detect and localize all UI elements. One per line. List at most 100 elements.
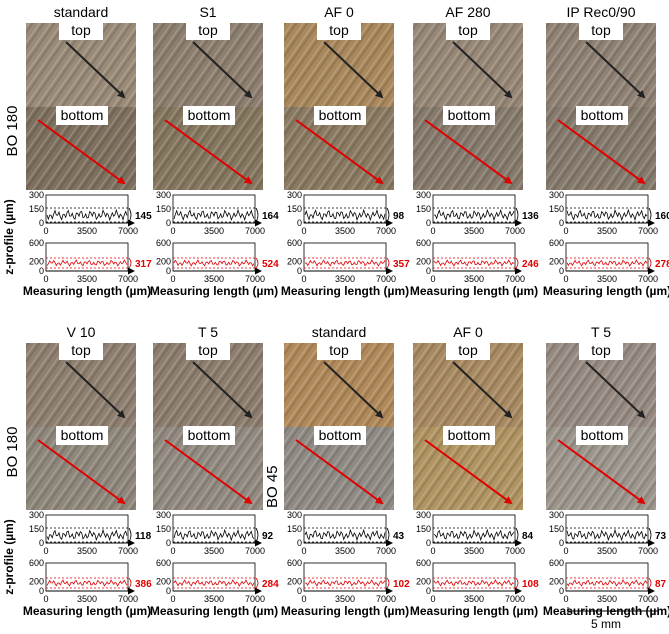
plot-frame [172,242,256,272]
plot-frame [303,194,387,224]
profile-line [566,528,648,542]
top-direction-arrow [323,361,384,419]
x-tick-label: 0 [430,546,435,556]
bottom-roughness-value: 386 [135,579,152,590]
profile-line [173,579,255,587]
top-label: top [329,342,349,358]
bottom-label-box [56,106,108,125]
y-tick-label: 200 [416,577,431,587]
y-tick-label: 600 [287,558,302,568]
bottom-label: bottom [61,427,104,443]
bottom-label: bottom [319,107,362,123]
y-tick-label: 0 [166,586,171,596]
y-tick-label: 300 [549,510,564,520]
x-tick-label: 0 [170,546,175,556]
profile-line [173,208,255,222]
y-tick-label: 150 [29,524,44,534]
y-tick-label: 0 [39,266,44,276]
x-tick-label: 0 [430,274,435,284]
top-direction-arrow [65,41,126,99]
bottom-label: bottom [319,427,362,443]
y-tick-label: 300 [156,510,171,520]
plot-frame [45,242,129,272]
x-tick-label: 3500 [77,274,97,284]
top-roughness-value: 136 [522,211,539,222]
top-label: top [198,22,218,38]
bottom-label-box [56,426,108,445]
panel-title: AF 280 [445,4,490,20]
bottom-roughness-value: 284 [262,579,279,590]
profile-line [46,208,128,222]
bottom-label-box [576,106,628,125]
x-tick-label: 3500 [204,594,224,604]
y-tick-label: 300 [287,190,302,200]
y-tick-label: 600 [156,558,171,568]
x-tick-label: 3500 [464,594,484,604]
y-axis-title-1: z-profile (µm) [2,199,16,275]
y-tick-label: 150 [287,524,302,534]
top-direction-arrow [452,361,513,419]
x-tick-label: 3500 [464,274,484,284]
y-tick-label: 0 [39,538,44,548]
bottom-direction-arrow [424,439,513,505]
scale-bar: 5 mm [567,607,659,631]
y-tick-label: 0 [559,586,564,596]
x-tick-label: 3500 [464,226,484,236]
x-tick-label: 3500 [335,274,355,284]
x-tick-label: 0 [43,226,48,236]
top-profile-chart: 0 150 300 0 3500 7000 164 [156,190,279,236]
plot-frame [303,242,387,272]
y-tick-label: 150 [156,524,171,534]
top-roughness-value: 92 [262,531,274,542]
top-label-box [59,20,103,40]
y-tick-label: 600 [156,238,171,248]
x-tick-label: 3500 [335,546,355,556]
bottom-direction-arrow [424,119,513,185]
range-bracket [648,577,652,589]
x-tick-label: 3500 [597,226,617,236]
range-bracket [648,257,652,269]
top-label: top [71,22,91,38]
x-tick-label: 7000 [376,594,396,604]
top-profile-chart: 0 150 300 0 3500 7000 98 [287,190,405,236]
range-bracket [515,577,519,589]
y-tick-label: 0 [297,266,302,276]
y-tick-label: 200 [549,577,564,587]
bottom-direction-arrow [557,119,646,185]
bottom-direction-arrow [164,439,253,505]
x-tick-label: 7000 [245,226,265,236]
top-label-box [446,20,490,40]
y-tick-label: 0 [166,538,171,548]
bottom-label: bottom [448,427,491,443]
x-axis-title: Measuring length (µm) [543,604,669,618]
top-direction-arrow [192,361,253,419]
x-tick-label: 3500 [335,226,355,236]
x-axis-title: Measuring length (µm) [150,604,278,618]
bottom-direction-arrow [295,119,384,185]
x-tick-label: 7000 [505,594,525,604]
y-tick-label: 200 [287,257,302,267]
row-label-1: BO 180 [4,106,21,157]
top-profile-chart: 0 150 300 0 3500 7000 118 [29,510,152,556]
range-bracket [386,577,390,589]
bottom-roughness-value: 102 [393,579,410,590]
top-label-box [579,340,623,360]
y-tick-label: 200 [156,257,171,267]
x-tick-label: 0 [563,546,568,556]
y-tick-label: 300 [549,190,564,200]
y-tick-label: 150 [416,524,431,534]
top-direction-arrow [65,361,126,419]
x-tick-label: 3500 [77,546,97,556]
bottom-direction-arrow [37,439,126,505]
top-label-box [317,340,361,360]
x-tick-label: 3500 [204,274,224,284]
bottom-label: bottom [448,107,491,123]
